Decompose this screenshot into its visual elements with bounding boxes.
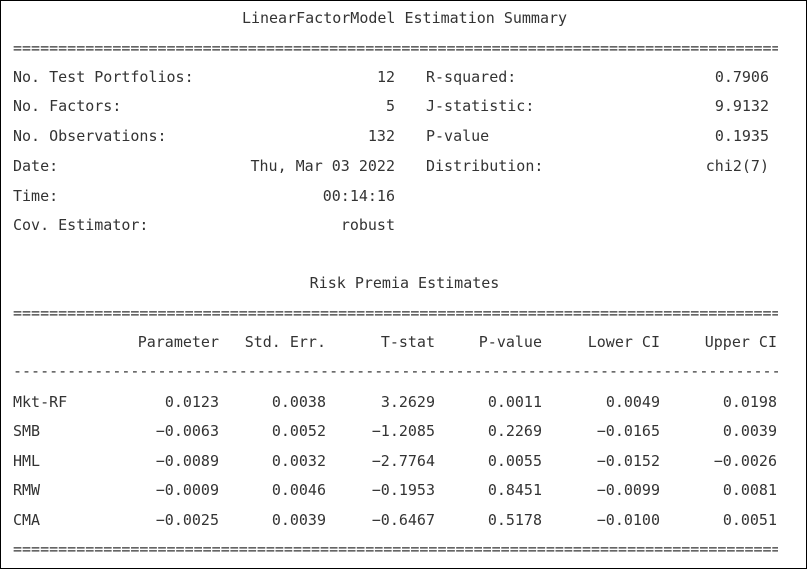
table-cell: 0.0081 — [722, 481, 777, 499]
summary-row: Date: Thu, Mar 03 2022 Distribution: chi2(7… — [1, 157, 807, 175]
risk-premia-title: Risk Premia Estimates — [309, 274, 500, 292]
summary-row: Time: 00:14:16 — [1, 187, 807, 205]
table-cell: 0.0052 — [271, 422, 326, 440]
table-cell: −0.0165 — [596, 422, 660, 440]
table-cell: −0.0099 — [596, 481, 660, 499]
column-header: Parameter — [137, 333, 219, 351]
table-cell: 0.0051 — [722, 511, 777, 529]
summary-label: No. Test Portfolios: — [13, 68, 194, 86]
table-cell: −2.7764 — [371, 452, 435, 470]
summary-label: J-statistic: — [426, 97, 535, 115]
single-rule: ----------------------------------------… — [13, 364, 778, 378]
summary-label: No. Observations: — [13, 127, 167, 145]
table-cell: 0.0039 — [271, 511, 326, 529]
column-header: Std. Err. — [244, 333, 326, 351]
table-cell: 0.0049 — [605, 393, 660, 411]
summary-label: Date: — [13, 157, 59, 175]
table-cell: 0.0055 — [487, 452, 542, 470]
table-cell: −1.2085 — [371, 422, 435, 440]
table-cell: 0.0038 — [271, 393, 326, 411]
table-row: Mkt-RF 0.0123 0.0038 3.2629 0.0011 0.0049 0.01… — [1, 393, 807, 411]
double-rule: ========================================… — [13, 306, 778, 320]
table-cell: 0.0123 — [164, 393, 219, 411]
summary-row: No. Observations: 132 P-value 0.1935 — [1, 127, 807, 145]
summary-value: 0.7906 — [714, 68, 769, 86]
summary-label: Time: — [13, 187, 59, 205]
summary-value: 00:14:16 — [322, 187, 395, 205]
summary-label: No. Factors: — [13, 97, 122, 115]
table-cell: −0.0025 — [155, 511, 219, 529]
summary-value: robust — [340, 216, 395, 234]
summary-label: P-value — [426, 127, 490, 145]
summary-label: R-squared: — [426, 68, 517, 86]
table-cell: 0.0039 — [722, 422, 777, 440]
summary-row: No. Test Portfolios: 12 R-squared: 0.7906 — [1, 68, 807, 86]
double-rule: ========================================… — [13, 542, 778, 556]
column-header: Upper CI — [704, 333, 777, 351]
row-label: Mkt-RF — [13, 393, 68, 411]
table-cell: 0.8451 — [487, 481, 542, 499]
row-label: CMA — [13, 511, 41, 529]
table-cell: 0.0011 — [487, 393, 542, 411]
table-cell: 0.0046 — [271, 481, 326, 499]
table-cell: −0.1953 — [371, 481, 435, 499]
summary-value: 132 — [367, 127, 395, 145]
table-cell: 3.2629 — [380, 393, 435, 411]
table-cell: −0.0009 — [155, 481, 219, 499]
table-cell: −0.6467 — [371, 511, 435, 529]
summary-value: 5 — [385, 97, 395, 115]
summary-value: 9.9132 — [714, 97, 769, 115]
table-cell: −0.0089 — [155, 452, 219, 470]
column-header: Lower CI — [587, 333, 660, 351]
table-cell: 0.0032 — [271, 452, 326, 470]
table-cell: 0.0198 — [722, 393, 777, 411]
table-cell: 0.5178 — [487, 511, 542, 529]
table-row: HML −0.0089 0.0032 −2.7764 0.0055 −0.0152 −0.0… — [1, 452, 807, 470]
table-cell: −0.0026 — [713, 452, 777, 470]
summary-value: 0.1935 — [714, 127, 769, 145]
summary-value: 12 — [376, 68, 395, 86]
table-row: SMB −0.0063 0.0052 −1.2085 0.2269 −0.0165 0.00… — [1, 422, 807, 440]
row-label: SMB — [13, 422, 41, 440]
summary-value: Thu, Mar 03 2022 — [250, 157, 396, 175]
table-row: RMW −0.0009 0.0046 −0.1953 0.8451 −0.0099 0.00… — [1, 481, 807, 499]
summary-value: chi2(7) — [705, 157, 769, 175]
table-cell: 0.2269 — [487, 422, 542, 440]
row-label: RMW — [13, 481, 41, 499]
table-cell: −0.0063 — [155, 422, 219, 440]
double-rule: ========================================… — [13, 41, 778, 55]
table-cell: −0.0152 — [596, 452, 660, 470]
column-header: P-value — [478, 333, 542, 351]
summary-row: No. Factors: 5 J-statistic: 9.9132 — [1, 97, 807, 115]
row-label: HML — [13, 452, 41, 470]
table-header-row: Parameter Std. Err. T-stat P-value Lower… — [1, 333, 807, 351]
table-row: CMA −0.0025 0.0039 −0.6467 0.5178 −0.0100 0.00… — [1, 511, 807, 529]
column-header: T-stat — [380, 333, 435, 351]
summary-label: Cov. Estimator: — [13, 216, 149, 234]
table-cell: −0.0100 — [596, 511, 660, 529]
summary-title: LinearFactorModel Estimation Summary — [241, 9, 568, 27]
summary-label: Distribution: — [426, 157, 544, 175]
summary-row: Cov. Estimator: robust — [1, 216, 807, 234]
